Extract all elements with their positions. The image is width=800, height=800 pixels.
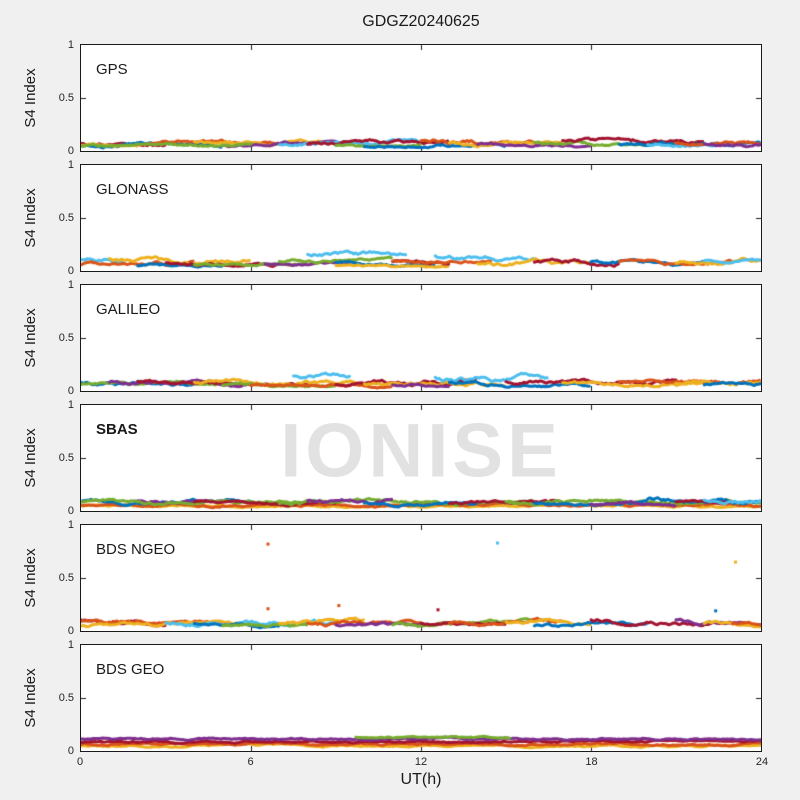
y-tick-label: 0.5 bbox=[58, 692, 74, 704]
panel-label-bds-ngeo: BDS NGEO bbox=[96, 541, 176, 558]
y-tick-label: 0 bbox=[67, 745, 74, 757]
y-tick-label: 0.5 bbox=[58, 212, 74, 224]
galileo-plot-canvas bbox=[81, 285, 761, 391]
panel-label-glonass: GLONASS bbox=[96, 181, 169, 198]
y-tick-label: 0.5 bbox=[58, 92, 74, 104]
x-tick-label: 0 bbox=[76, 756, 84, 768]
x-tick-label: 6 bbox=[247, 756, 254, 768]
gps-plot-canvas bbox=[81, 45, 761, 151]
y-tick-label: 1 bbox=[67, 639, 74, 651]
panel-label-gps: GPS bbox=[96, 61, 128, 78]
y-tick-label: 1 bbox=[67, 159, 74, 171]
y-tick-label: 0 bbox=[67, 505, 74, 517]
bds-geo-plot-canvas bbox=[81, 645, 761, 751]
y-tick-label: 0 bbox=[67, 625, 74, 637]
y-tick-label: 0.5 bbox=[58, 332, 74, 344]
panel-bds-ngeo: BDS NGEO S4 Index 1 0.5 0 bbox=[22, 519, 762, 637]
y-tick-label: 0 bbox=[67, 145, 74, 157]
y-tick-label: 0.5 bbox=[58, 452, 74, 464]
x-tick-label: 24 bbox=[755, 756, 769, 768]
panel-bds-geo: BDS GEO S4 Index 1 0.5 0 bbox=[22, 639, 762, 757]
y-tick-label: 1 bbox=[67, 39, 74, 51]
y-tick-label: 1 bbox=[67, 519, 74, 531]
panel-sbas: IONISE SBAS S4 Index 10.50 bbox=[22, 399, 762, 517]
panel-label-bds-geo: BDS GEO bbox=[96, 661, 165, 678]
panel-gps: GPS S4 Index 1 0.5 0 bbox=[22, 39, 762, 157]
panel-galileo: GALILEO S4 Index 1 0.5 0 bbox=[22, 279, 762, 397]
glonass-plot-canvas bbox=[81, 165, 761, 271]
bds-ngeo-plot-canvas bbox=[81, 525, 761, 631]
panel-label-sbas: SBAS bbox=[96, 421, 138, 438]
x-axis-label: UT(h) bbox=[400, 771, 442, 788]
y-tick-label: 1 bbox=[67, 399, 74, 411]
y-tick-label: 0.5 bbox=[58, 572, 74, 584]
x-tick-label: 18 bbox=[585, 756, 598, 768]
panel-label-galileo: GALILEO bbox=[96, 301, 161, 318]
y-tick-label: 1 bbox=[67, 279, 74, 291]
x-tick-label: 12 bbox=[414, 756, 428, 768]
y-tick-label: 0 bbox=[67, 265, 74, 277]
figure-title: GDGZ20240625 bbox=[362, 13, 480, 30]
panel-glonass: GLONASS S4 Index 1 0.5 0 bbox=[22, 159, 762, 277]
sbas-plot-canvas bbox=[81, 405, 761, 511]
y-tick-label: 0 bbox=[67, 385, 74, 397]
